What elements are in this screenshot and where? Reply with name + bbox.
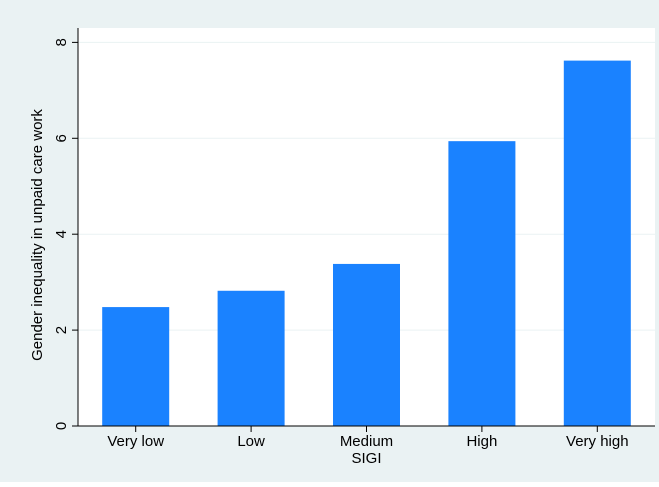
- x-tick-label: Low: [237, 433, 265, 450]
- bar: [448, 141, 516, 426]
- y-tick-label: 6: [53, 134, 70, 142]
- y-tick-label: 8: [53, 38, 70, 46]
- x-axis-label: SIGI: [351, 450, 381, 467]
- x-tick-label: High: [466, 433, 497, 450]
- x-ticks: Very low Low Medium High Very high: [107, 426, 629, 450]
- x-tick-label: Very high: [566, 433, 629, 450]
- bar: [217, 290, 285, 426]
- x-tick-label: Very low: [107, 433, 164, 450]
- bar: [563, 60, 631, 426]
- y-tick-label: 0: [53, 422, 70, 430]
- y-tick-label: 4: [53, 230, 70, 238]
- bars: [102, 60, 631, 426]
- y-axis-label: Gender inequality in unpaid care work: [29, 109, 46, 361]
- bar: [333, 263, 400, 426]
- y-tick-label: 2: [53, 326, 70, 334]
- bar: [102, 307, 170, 426]
- x-tick-label: Medium: [340, 433, 393, 450]
- y-ticks: 0 2 4 6 8: [53, 38, 78, 430]
